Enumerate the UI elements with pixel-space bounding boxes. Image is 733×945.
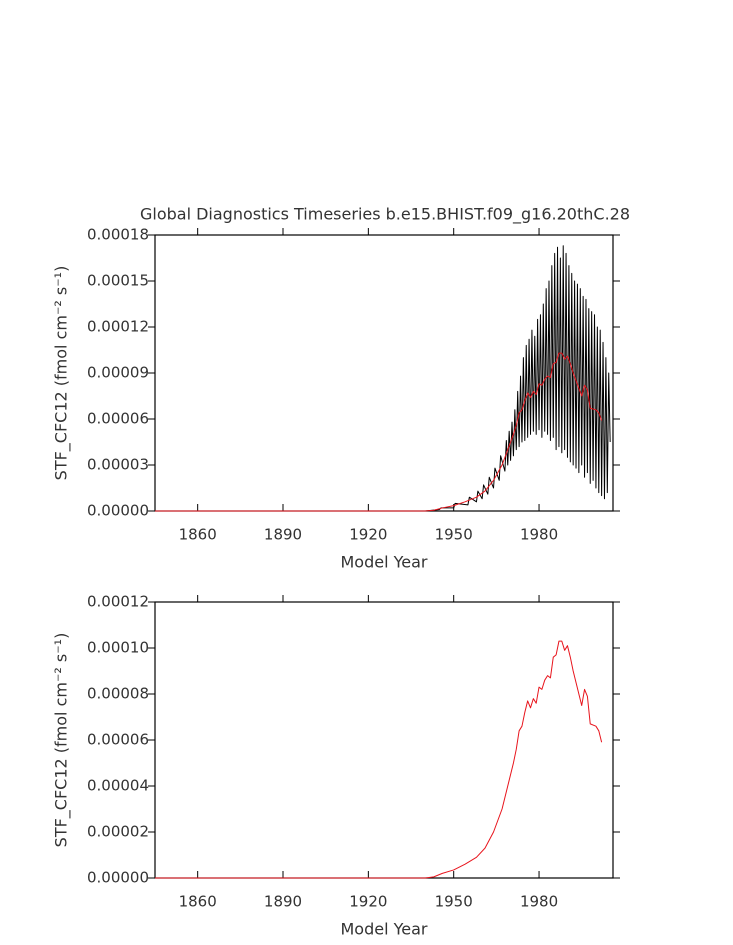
y-tick-label: 0.00004 — [87, 777, 149, 795]
y-tick-label: 0.00008 — [87, 685, 149, 703]
y-tick-label: 0.00006 — [87, 410, 149, 428]
y-tick-label: 0.00006 — [87, 731, 149, 749]
y-tick-label: 0.00002 — [87, 823, 149, 841]
chart-title: Global Diagnostics Timeseries b.e15.BHIS… — [140, 205, 630, 225]
y-tick-label: 0.00009 — [87, 364, 149, 382]
x-tick-label: 1980 — [520, 526, 558, 544]
x-tick-label: 1920 — [349, 526, 387, 544]
y-tick-label: 0.00000 — [87, 502, 149, 520]
y-tick-label: 0.00018 — [87, 226, 149, 244]
x-axis-label: Model Year — [341, 920, 428, 939]
plot-frame — [154, 601, 614, 879]
x-tick-label: 1980 — [520, 893, 558, 911]
y-tick-label: 0.00000 — [87, 869, 149, 887]
y-tick-label: 0.00015 — [87, 272, 149, 290]
y-tick-label: 0.00003 — [87, 456, 149, 474]
series-line — [155, 640, 603, 879]
y-tick-label: 0.00010 — [87, 639, 149, 657]
x-tick-label: 1860 — [179, 893, 217, 911]
x-tick-label: 1950 — [435, 526, 473, 544]
series-line — [155, 352, 603, 512]
y-tick-label: 0.00012 — [87, 593, 149, 611]
y-axis-label: STF_CFC12 (fmol cm⁻² s⁻¹) — [52, 266, 72, 481]
series-line — [155, 245, 611, 512]
x-tick-label: 1890 — [264, 893, 302, 911]
x-axis-label: Model Year — [341, 553, 428, 572]
y-tick-label: 0.00012 — [87, 318, 149, 336]
x-tick-label: 1950 — [435, 893, 473, 911]
x-tick-label: 1890 — [264, 526, 302, 544]
x-tick-label: 1860 — [179, 526, 217, 544]
x-tick-label: 1920 — [349, 893, 387, 911]
y-axis-label: STF_CFC12 (fmol cm⁻² s⁻¹) — [52, 633, 72, 848]
